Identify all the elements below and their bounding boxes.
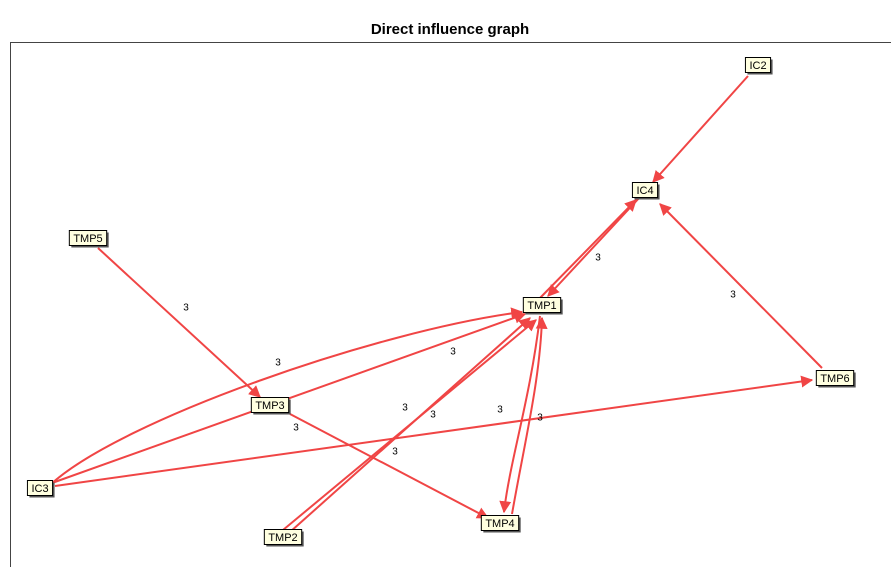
node-label: TMP3 xyxy=(255,400,284,412)
node-box xyxy=(631,182,659,198)
edge xyxy=(652,75,749,183)
edge-label: 3 xyxy=(595,253,601,264)
node-label: TMP4 xyxy=(485,518,514,530)
node: TMP5 xyxy=(68,230,109,248)
node: TMP1 xyxy=(522,297,563,315)
node-box xyxy=(480,515,520,531)
edge xyxy=(49,307,524,486)
edge-label: 3 xyxy=(430,410,436,421)
node-label: IC2 xyxy=(749,60,766,72)
edge-label: 3 xyxy=(450,347,456,358)
edge xyxy=(659,203,823,369)
node: IC4 xyxy=(631,182,660,200)
node: TMP2 xyxy=(263,529,304,547)
edge xyxy=(289,413,490,519)
node: TMP6 xyxy=(815,370,856,388)
node-label: IC3 xyxy=(31,483,48,495)
edge-label: 3 xyxy=(275,358,281,369)
node-box xyxy=(26,480,54,496)
node-box xyxy=(263,529,303,545)
graph-title: Direct influence graph xyxy=(371,21,529,38)
node-label: TMP5 xyxy=(73,233,102,245)
node-label: TMP2 xyxy=(268,532,297,544)
node-box xyxy=(250,397,290,413)
node: TMP3 xyxy=(250,397,291,415)
node: IC2 xyxy=(744,57,773,75)
edge-label: 3 xyxy=(402,403,408,414)
node-box xyxy=(815,370,855,386)
edge xyxy=(282,319,537,531)
node-box xyxy=(522,297,562,313)
node-box xyxy=(68,230,108,246)
edge-label: 3 xyxy=(183,303,189,314)
edge xyxy=(499,315,541,514)
node-box xyxy=(744,57,772,73)
edge-label: 3 xyxy=(497,405,503,416)
node-label: TMP6 xyxy=(820,373,849,385)
graph-frame xyxy=(10,42,891,567)
node-label: IC4 xyxy=(636,185,653,197)
edge xyxy=(511,316,548,515)
edge xyxy=(539,199,637,299)
edge xyxy=(547,196,641,297)
edge-label: 3 xyxy=(730,290,736,301)
node: TMP4 xyxy=(480,515,521,533)
node-label: TMP1 xyxy=(527,300,556,312)
edge-label: 3 xyxy=(293,423,299,434)
edge xyxy=(97,247,261,398)
node: IC3 xyxy=(26,480,55,498)
edge-label: 3 xyxy=(537,413,543,424)
edge-label: 3 xyxy=(392,447,398,458)
edge xyxy=(54,375,814,487)
